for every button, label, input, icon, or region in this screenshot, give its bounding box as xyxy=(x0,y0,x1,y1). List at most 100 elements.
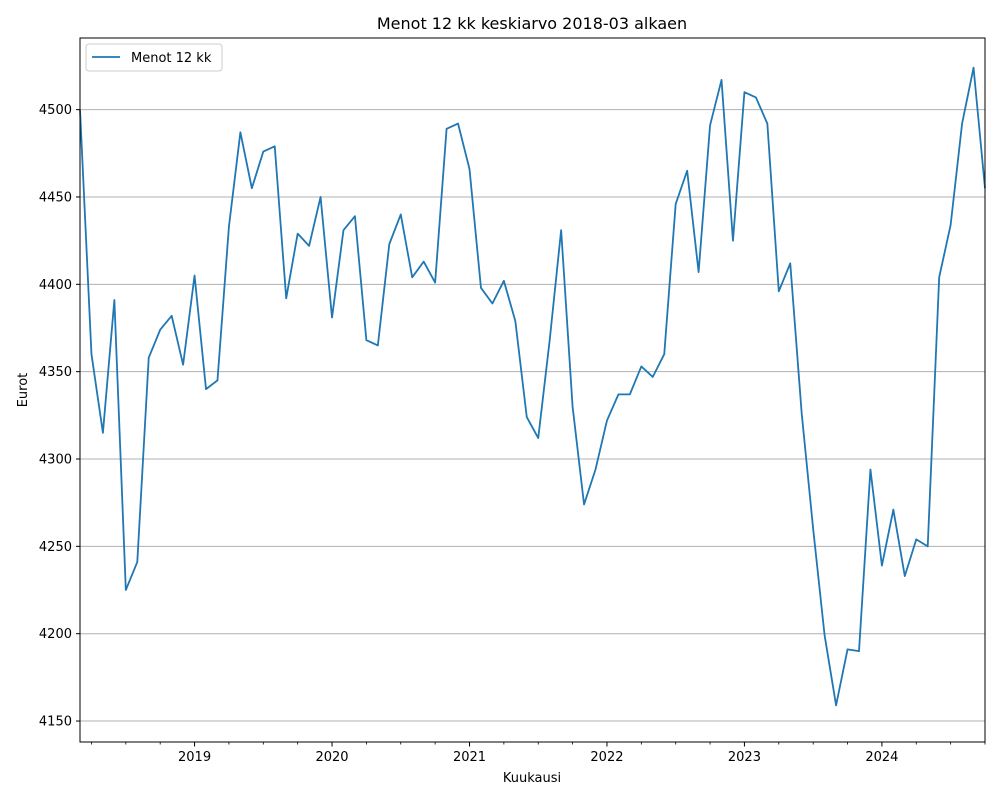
data-point xyxy=(744,91,746,93)
data-point xyxy=(262,151,264,153)
data-point xyxy=(228,226,230,228)
data-point xyxy=(331,317,333,319)
data-point xyxy=(503,280,505,282)
series-line xyxy=(79,66,986,707)
data-point xyxy=(961,123,963,125)
data-point xyxy=(938,276,940,278)
data-point xyxy=(239,131,241,133)
data-point xyxy=(721,79,723,81)
legend: Menot 12 kk xyxy=(85,43,223,72)
data-point xyxy=(973,67,975,69)
data-point xyxy=(194,275,196,277)
grid xyxy=(80,109,985,722)
data-point xyxy=(446,128,448,130)
y-tick-label: 4350 xyxy=(39,365,72,380)
data-point xyxy=(824,635,826,637)
data-point xyxy=(789,262,791,264)
data-point xyxy=(778,290,780,292)
data-point xyxy=(400,214,402,216)
x-axis: 2019 2020 2021 2022 2023 2024 xyxy=(91,742,986,765)
data-point xyxy=(411,276,413,278)
data-point xyxy=(560,229,562,231)
data-point xyxy=(365,339,367,341)
data-point xyxy=(881,565,883,567)
x-tick-label: 2019 xyxy=(178,750,211,765)
data-point xyxy=(102,432,104,434)
legend-box xyxy=(85,43,223,72)
data-point xyxy=(870,469,872,471)
data-point xyxy=(950,224,952,226)
data-point xyxy=(766,123,768,125)
x-tick-label: 2020 xyxy=(315,750,348,765)
data-point xyxy=(182,364,184,366)
data-point xyxy=(583,504,585,506)
x-tick-label: 2023 xyxy=(728,750,761,765)
data-point xyxy=(640,366,642,368)
data-point xyxy=(663,353,665,355)
data-point xyxy=(423,261,425,263)
data-point xyxy=(251,187,253,189)
x-tick-label: 2024 xyxy=(865,750,898,765)
y-tick-label: 4150 xyxy=(39,715,72,730)
data-point xyxy=(297,233,299,235)
y-tick-label: 4300 xyxy=(39,453,72,468)
data-point xyxy=(285,297,287,299)
data-point xyxy=(469,168,471,170)
data-point xyxy=(618,393,620,395)
y-axis: 4150 4200 4250 4300 4350 4400 4450 4500 xyxy=(39,103,80,730)
data-point xyxy=(847,649,849,651)
data-point xyxy=(526,416,528,418)
data-point xyxy=(457,123,459,125)
legend-label: Menot 12 kk xyxy=(131,51,212,66)
data-point xyxy=(492,303,494,305)
data-point xyxy=(686,170,688,172)
y-tick-label: 4450 xyxy=(39,190,72,205)
data-point xyxy=(434,282,436,284)
data-point xyxy=(148,357,150,359)
data-point xyxy=(136,561,138,563)
data-point xyxy=(480,287,482,289)
data-point xyxy=(606,420,608,422)
data-point xyxy=(915,538,917,540)
data-point xyxy=(354,215,356,217)
x-tick-label: 2022 xyxy=(590,750,623,765)
data-point xyxy=(812,528,814,530)
data-point xyxy=(709,124,711,126)
x-axis-label: Kuukausi xyxy=(503,771,561,786)
data-point xyxy=(698,271,700,273)
chart-title: Menot 12 kk keskiarvo 2018-03 alkaen xyxy=(377,14,687,33)
data-point xyxy=(595,469,597,471)
y-tick-label: 4500 xyxy=(39,103,72,118)
data-point xyxy=(91,353,93,355)
data-point xyxy=(388,243,390,245)
data-point xyxy=(537,437,539,439)
data-point xyxy=(927,545,929,547)
data-point xyxy=(217,379,219,381)
data-point xyxy=(343,229,345,231)
y-tick-label: 4200 xyxy=(39,627,72,642)
data-point xyxy=(320,196,322,198)
data-point xyxy=(904,575,906,577)
data-point xyxy=(377,345,379,347)
data-point xyxy=(572,406,574,408)
data-point xyxy=(113,299,115,301)
y-axis-label: Eurot xyxy=(16,373,31,408)
data-point xyxy=(755,96,757,98)
data-point xyxy=(652,376,654,378)
data-point xyxy=(858,650,860,652)
data-point xyxy=(171,315,173,317)
plot-frame xyxy=(79,37,986,743)
data-point xyxy=(549,339,551,341)
data-point xyxy=(801,413,803,415)
data-point xyxy=(274,145,276,147)
data-point xyxy=(205,388,207,390)
data-point xyxy=(892,509,894,511)
x-tick-label: 2021 xyxy=(453,750,486,765)
y-tick-label: 4250 xyxy=(39,540,72,555)
data-point xyxy=(675,203,677,205)
data-point xyxy=(159,329,161,331)
data-point xyxy=(514,320,516,322)
data-point xyxy=(835,704,837,706)
